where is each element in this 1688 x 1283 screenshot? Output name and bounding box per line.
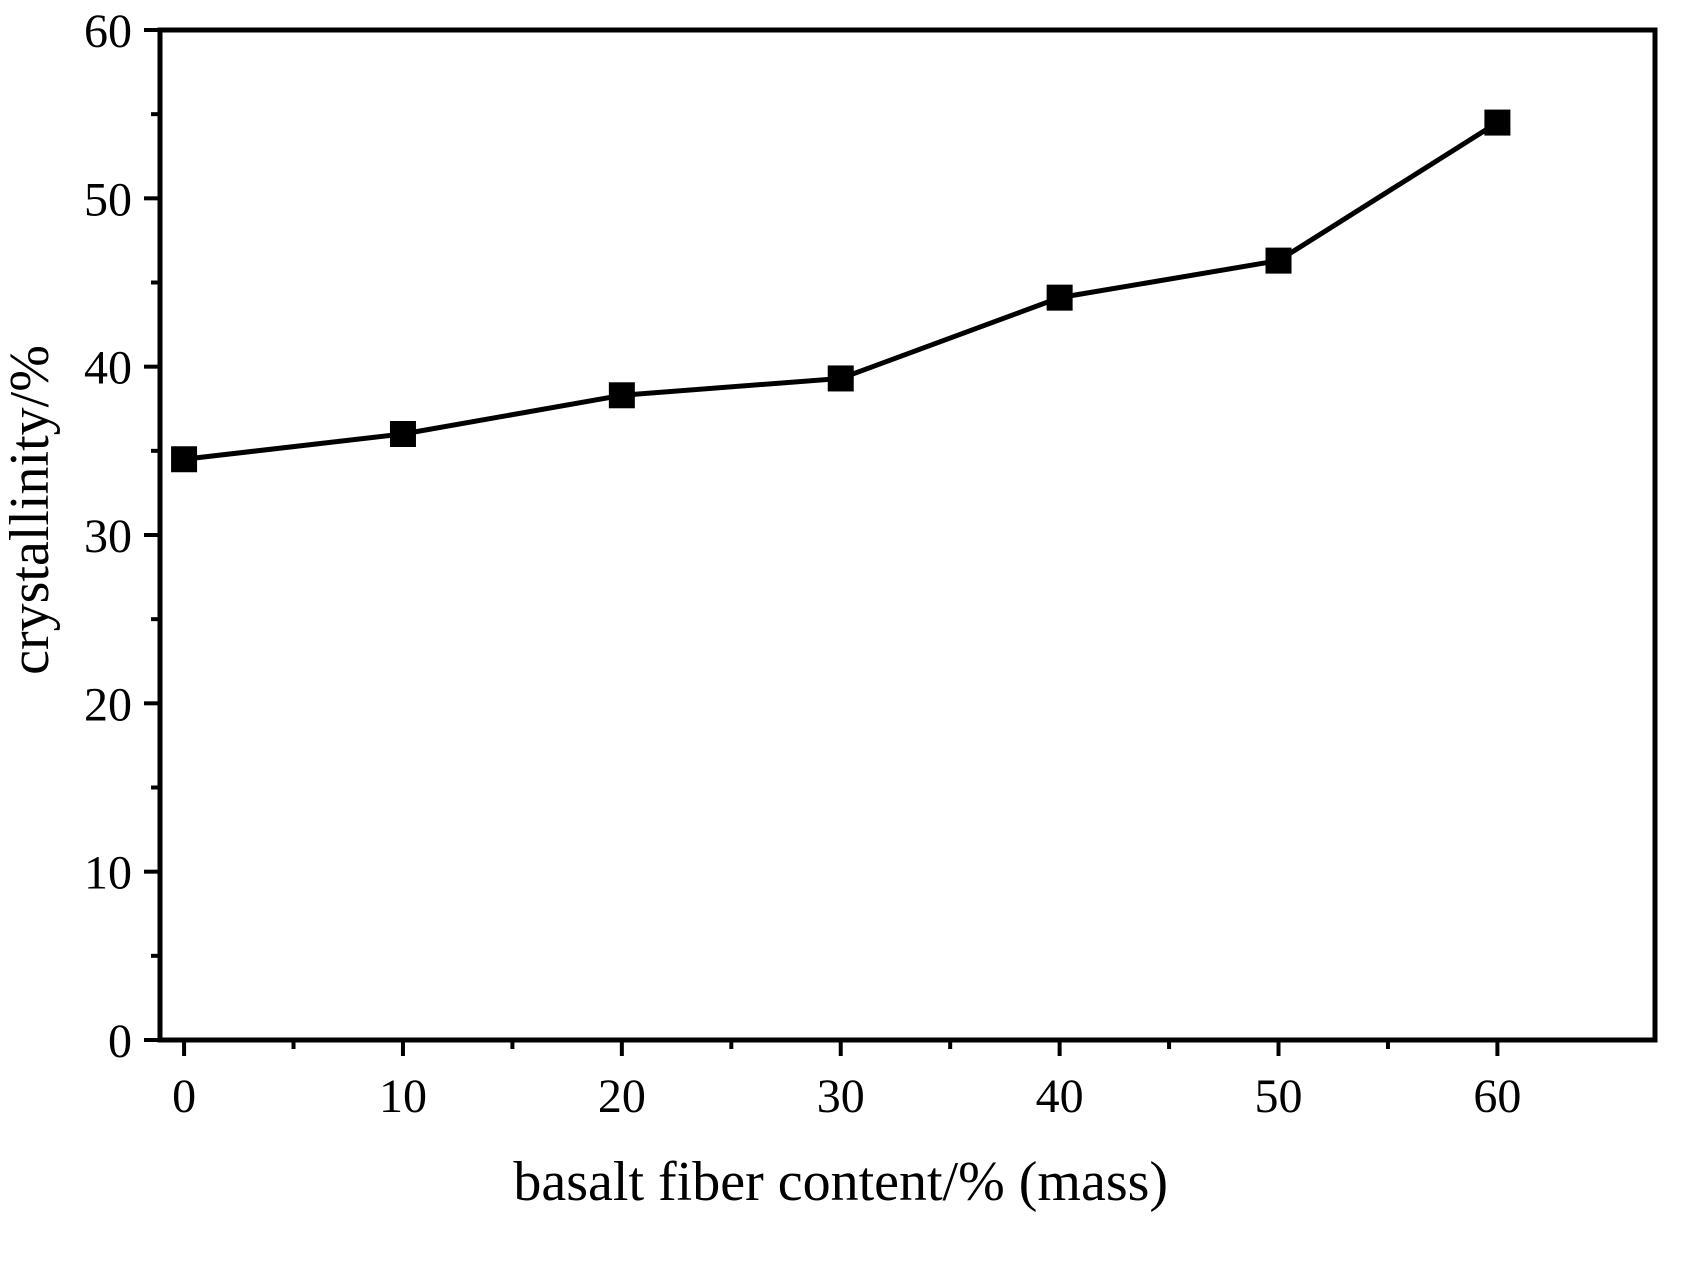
data-point-marker bbox=[608, 382, 635, 409]
x-tick-label: 20 bbox=[598, 1070, 646, 1123]
plot-frame bbox=[157, 27, 1658, 1043]
y-tick-label: 30 bbox=[84, 510, 132, 563]
data-point-marker bbox=[827, 365, 854, 392]
y-tick-label: 20 bbox=[84, 678, 132, 731]
x-tick-label: 60 bbox=[1473, 1070, 1521, 1123]
data-line bbox=[181, 120, 1500, 462]
data-point-marker bbox=[1265, 247, 1292, 274]
x-tick-label: 0 bbox=[172, 1070, 196, 1123]
x-tick-label: 30 bbox=[817, 1070, 865, 1123]
y-tick-label: 40 bbox=[84, 342, 132, 395]
y-axis-title: crystallinity/% bbox=[0, 345, 61, 675]
x-tick-label: 50 bbox=[1255, 1070, 1303, 1123]
x-tick-label: 10 bbox=[379, 1070, 427, 1123]
data-point-marker bbox=[389, 421, 416, 447]
y-tick-label: 60 bbox=[84, 5, 132, 58]
y-tick-label: 50 bbox=[84, 173, 132, 226]
y-tick-label: 10 bbox=[84, 847, 132, 900]
x-axis-title: basalt fiber content/% (mass) bbox=[513, 1151, 1168, 1213]
data-point-marker bbox=[1484, 109, 1511, 136]
x-tick-label: 40 bbox=[1036, 1070, 1084, 1123]
data-point-marker bbox=[1046, 284, 1073, 311]
data-point-marker bbox=[171, 446, 198, 473]
y-tick-label: 0 bbox=[108, 1015, 132, 1068]
